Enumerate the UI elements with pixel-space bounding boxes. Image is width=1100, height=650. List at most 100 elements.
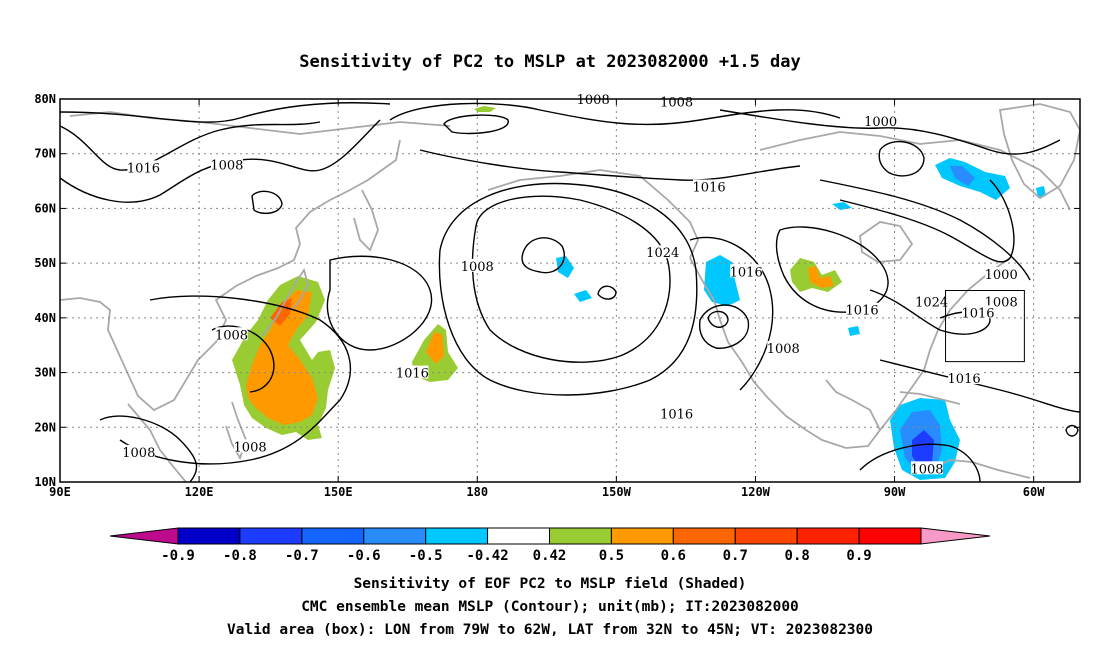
colorbar-label: -0.9	[161, 548, 195, 564]
positive-sensitivity-region-arctic	[474, 106, 496, 112]
lat-tick-label: 50N	[34, 256, 56, 270]
contour-label-bg	[985, 294, 1018, 308]
contour-label: 1008	[210, 159, 243, 174]
contour-label: 1008	[461, 260, 494, 275]
contour-label-bg	[985, 267, 1018, 281]
contour-label-bg	[461, 258, 494, 272]
contour-label: 1008	[122, 446, 155, 461]
lat-tick-label: 20N	[34, 420, 56, 434]
colorbar: -0.9 -0.8 -0.7 -0.6 -0.5 -0.42 0.42 0.5 0.6 0.7 0.…	[109, 527, 991, 564]
coastline-north-america-west	[689, 257, 807, 431]
contour-label: 1008	[660, 96, 693, 111]
contour-label-bg	[948, 371, 981, 385]
contour-label-bg	[396, 365, 429, 379]
colorbar-segment	[858, 527, 922, 545]
lat-tick-label: 30N	[34, 366, 56, 380]
contour-label-bg	[730, 264, 763, 278]
contour-label-bg	[911, 461, 943, 475]
positive-sensitivity-region-japan-orange	[246, 290, 318, 425]
coastline-north-america-east	[879, 257, 1011, 431]
colorbar-label: 0.6	[661, 548, 686, 564]
contour-label: 1024	[915, 295, 948, 310]
colorbar-segment	[610, 527, 674, 545]
caption-line-2: CMC ensemble mean MSLP (Contour); unit(m…	[301, 599, 799, 615]
coastline-kamchatka	[353, 189, 379, 252]
coastline-siberia-north	[69, 111, 451, 135]
positive-sensitivity-region-central-us-orange	[808, 266, 834, 288]
negative-sensitivity-region-mid-pacific	[556, 256, 574, 278]
contour-label-bg	[660, 406, 693, 420]
contour-arctic-low-small	[443, 114, 509, 135]
lon-tick-label: 120E	[185, 485, 214, 499]
map-panel: 1008 1008 1000 1016 1008 1016 1024 1016 1000 1008…	[34, 92, 1081, 499]
contour-1016-ne-pacific	[689, 236, 774, 391]
contour-arctic-top	[59, 102, 391, 123]
colorbar-segment	[796, 527, 860, 545]
lon-tick-label: 90W	[884, 485, 906, 499]
contour-1008-indochina	[99, 415, 198, 483]
colorbar-right-extension	[920, 527, 991, 545]
coastline-greenland	[998, 103, 1081, 200]
contour-label-bg	[646, 245, 679, 259]
contour-label-bg	[660, 94, 693, 108]
colorbar-label: 0.9	[846, 548, 871, 564]
contour-label-bg	[915, 294, 948, 308]
colorbar-segment	[177, 527, 241, 545]
contour-1008-japan-low	[211, 325, 275, 393]
negative-sensitivity-region-west-atlantic-dark	[912, 430, 934, 468]
colorbar-segment	[363, 527, 427, 545]
contour-label: 1008	[577, 93, 610, 108]
lat-tick-label: 70N	[34, 147, 56, 161]
colorbar-label: -0.6	[347, 548, 381, 564]
contour-label-bg	[962, 305, 994, 319]
contour-1000-canada	[719, 109, 1061, 155]
coastline-alaska	[487, 169, 699, 259]
caption-line-3: Valid area (box): LON from 79W to 62W, L…	[227, 622, 873, 638]
colorbar-segment	[425, 527, 489, 545]
contour-label: 1016	[846, 304, 879, 319]
negative-sensitivity-region-atlantic-east	[848, 326, 860, 336]
lon-tick-label: 90E	[49, 485, 71, 499]
lat-tick-label: 10N	[34, 475, 56, 489]
contour-1024-high	[471, 195, 671, 363]
contour-label: 1008	[767, 342, 800, 357]
contour-1008-california	[698, 304, 750, 349]
contour-1016-north-asia	[59, 121, 321, 171]
colorbar-segment	[734, 527, 798, 545]
lon-tick-label: 60W	[1023, 485, 1045, 499]
contour-label: 1016	[127, 161, 160, 176]
colorbar-segment	[487, 527, 551, 545]
contour-1028-core	[521, 237, 565, 274]
colorbar-segment	[672, 527, 736, 545]
colorbar-label: 0.8	[785, 548, 810, 564]
coastline-cuba	[899, 391, 961, 405]
graticule	[60, 99, 1080, 482]
contour-1016-west-pacific	[119, 295, 352, 465]
colorbar-label: -0.5	[409, 548, 443, 564]
negative-sensitivity-region-labrador-blue	[950, 166, 975, 186]
contour-label-bg	[234, 439, 267, 453]
contour-siberia-low	[251, 190, 283, 215]
caption-line-1: Sensitivity of EOF PC2 to MSLP field (Sh…	[354, 576, 747, 592]
contour-arctic-ring	[389, 102, 841, 126]
valid-area-box	[945, 290, 1025, 363]
colorbar-label: -0.42	[467, 548, 509, 564]
contour-atlantic-small	[1065, 424, 1079, 437]
contour-label-bg	[846, 302, 879, 316]
contour-label: 1016	[396, 367, 429, 382]
lon-tick-label: 150W	[602, 485, 632, 499]
contour-label: 1016	[693, 181, 726, 196]
figure-title: Sensitivity of PC2 to MSLP at 2023082000…	[299, 52, 801, 72]
colorbar-segment	[549, 527, 612, 545]
contour-1016-arctic	[419, 149, 801, 181]
lon-tick-label: 180	[466, 485, 488, 499]
contour-label-bg	[767, 340, 800, 354]
contour-label: 1008	[215, 328, 248, 343]
contour-1008-caribbean	[859, 443, 981, 483]
contour-label: 1008	[234, 440, 267, 455]
contour-label-bg	[864, 113, 897, 127]
contour-label: 1000	[985, 268, 1018, 283]
lat-tick-label: 40N	[34, 311, 56, 325]
contour-label: 1016	[948, 372, 981, 387]
